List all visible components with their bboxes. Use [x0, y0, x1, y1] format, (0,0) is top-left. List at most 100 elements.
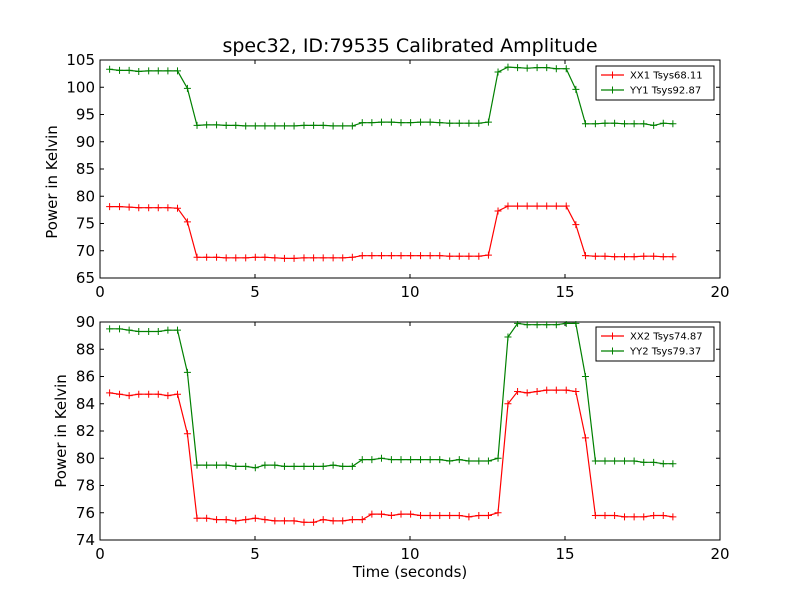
data-point [271, 461, 279, 469]
data-point [193, 461, 201, 469]
data-point [514, 64, 522, 72]
y-tick-label: 76 [76, 504, 95, 522]
data-point [222, 516, 230, 524]
legend-label: YY2 Tsys79.37 [629, 347, 701, 358]
data-point [552, 321, 560, 329]
data-point [368, 456, 376, 464]
data-point [329, 461, 337, 469]
data-point [106, 389, 114, 397]
data-point [552, 386, 560, 394]
data-point [387, 118, 395, 126]
data-point [562, 321, 570, 327]
data-point [601, 252, 609, 260]
data-point [621, 457, 629, 465]
data-point [222, 121, 230, 129]
data-point [135, 328, 143, 336]
data-point [232, 462, 240, 470]
data-point [455, 456, 463, 464]
data-point [261, 122, 269, 130]
data-point [475, 252, 483, 260]
data-point [591, 457, 599, 465]
data-point [504, 333, 512, 341]
data-point [135, 67, 143, 75]
data-point [232, 121, 240, 129]
data-point [387, 252, 395, 260]
data-point [125, 66, 133, 74]
series-xx2 [106, 386, 677, 526]
data-point [484, 251, 492, 259]
legend-label: XX2 Tsys74.87 [630, 332, 703, 343]
data-point [280, 254, 288, 262]
data-point [533, 64, 541, 72]
data-point [494, 68, 502, 76]
data-point [523, 321, 531, 329]
y-tick-label: 105 [66, 51, 95, 69]
data-point [387, 511, 395, 519]
data-point [310, 462, 318, 470]
data-point [611, 253, 619, 261]
data-point [407, 252, 415, 260]
data-point [125, 203, 133, 211]
y-tick-label: 74 [76, 531, 95, 549]
data-point [640, 120, 648, 128]
data-point [319, 516, 327, 524]
y-tick-label: 100 [66, 78, 95, 96]
x-tick-label: 10 [400, 283, 419, 301]
data-point [125, 326, 133, 334]
data-point [116, 66, 124, 74]
data-point [611, 457, 619, 465]
data-point [621, 253, 629, 261]
data-point [358, 252, 366, 260]
data-point [397, 119, 405, 127]
data-point [232, 254, 240, 262]
legend-label: YY1 Tsys92.87 [629, 86, 701, 97]
data-point [174, 67, 181, 75]
data-point [203, 514, 211, 522]
data-point [174, 204, 181, 212]
data-point [222, 254, 230, 262]
data-point [213, 121, 221, 129]
data-point [484, 511, 492, 519]
data-point [426, 252, 434, 260]
data-point [504, 400, 512, 408]
data-point [543, 321, 551, 329]
data-point [203, 121, 211, 129]
data-point [465, 457, 473, 465]
data-point [135, 390, 143, 398]
data-point [484, 457, 492, 465]
y-tick-label: 80 [76, 187, 95, 205]
data-point [251, 514, 259, 522]
data-point [183, 84, 191, 92]
data-point [552, 202, 560, 210]
legend-box [595, 326, 715, 362]
data-point [659, 511, 667, 519]
legend-marker [609, 332, 616, 340]
data-point [261, 253, 269, 261]
data-point [533, 202, 541, 210]
y-tick-label: 84 [76, 395, 95, 413]
data-point [300, 121, 308, 129]
data-point [669, 253, 677, 261]
y-tick-label: 90 [76, 133, 95, 151]
legend-box [595, 65, 715, 101]
data-point [116, 390, 124, 398]
data-point [329, 517, 337, 525]
data-point [290, 462, 298, 470]
series-line [109, 322, 673, 469]
data-point [135, 204, 143, 212]
data-point [659, 253, 667, 261]
data-point [630, 253, 638, 261]
data-point [591, 252, 599, 260]
data-point [251, 122, 259, 130]
data-point [465, 119, 473, 127]
data-point [280, 517, 288, 525]
data-point [174, 326, 181, 334]
data-point [494, 207, 502, 215]
series-yy1 [106, 63, 677, 130]
data-point [640, 252, 648, 260]
data-point [446, 252, 454, 260]
y-tick-label: 88 [76, 340, 95, 358]
data-point [601, 511, 609, 519]
data-point [290, 122, 298, 130]
data-point [397, 510, 405, 518]
